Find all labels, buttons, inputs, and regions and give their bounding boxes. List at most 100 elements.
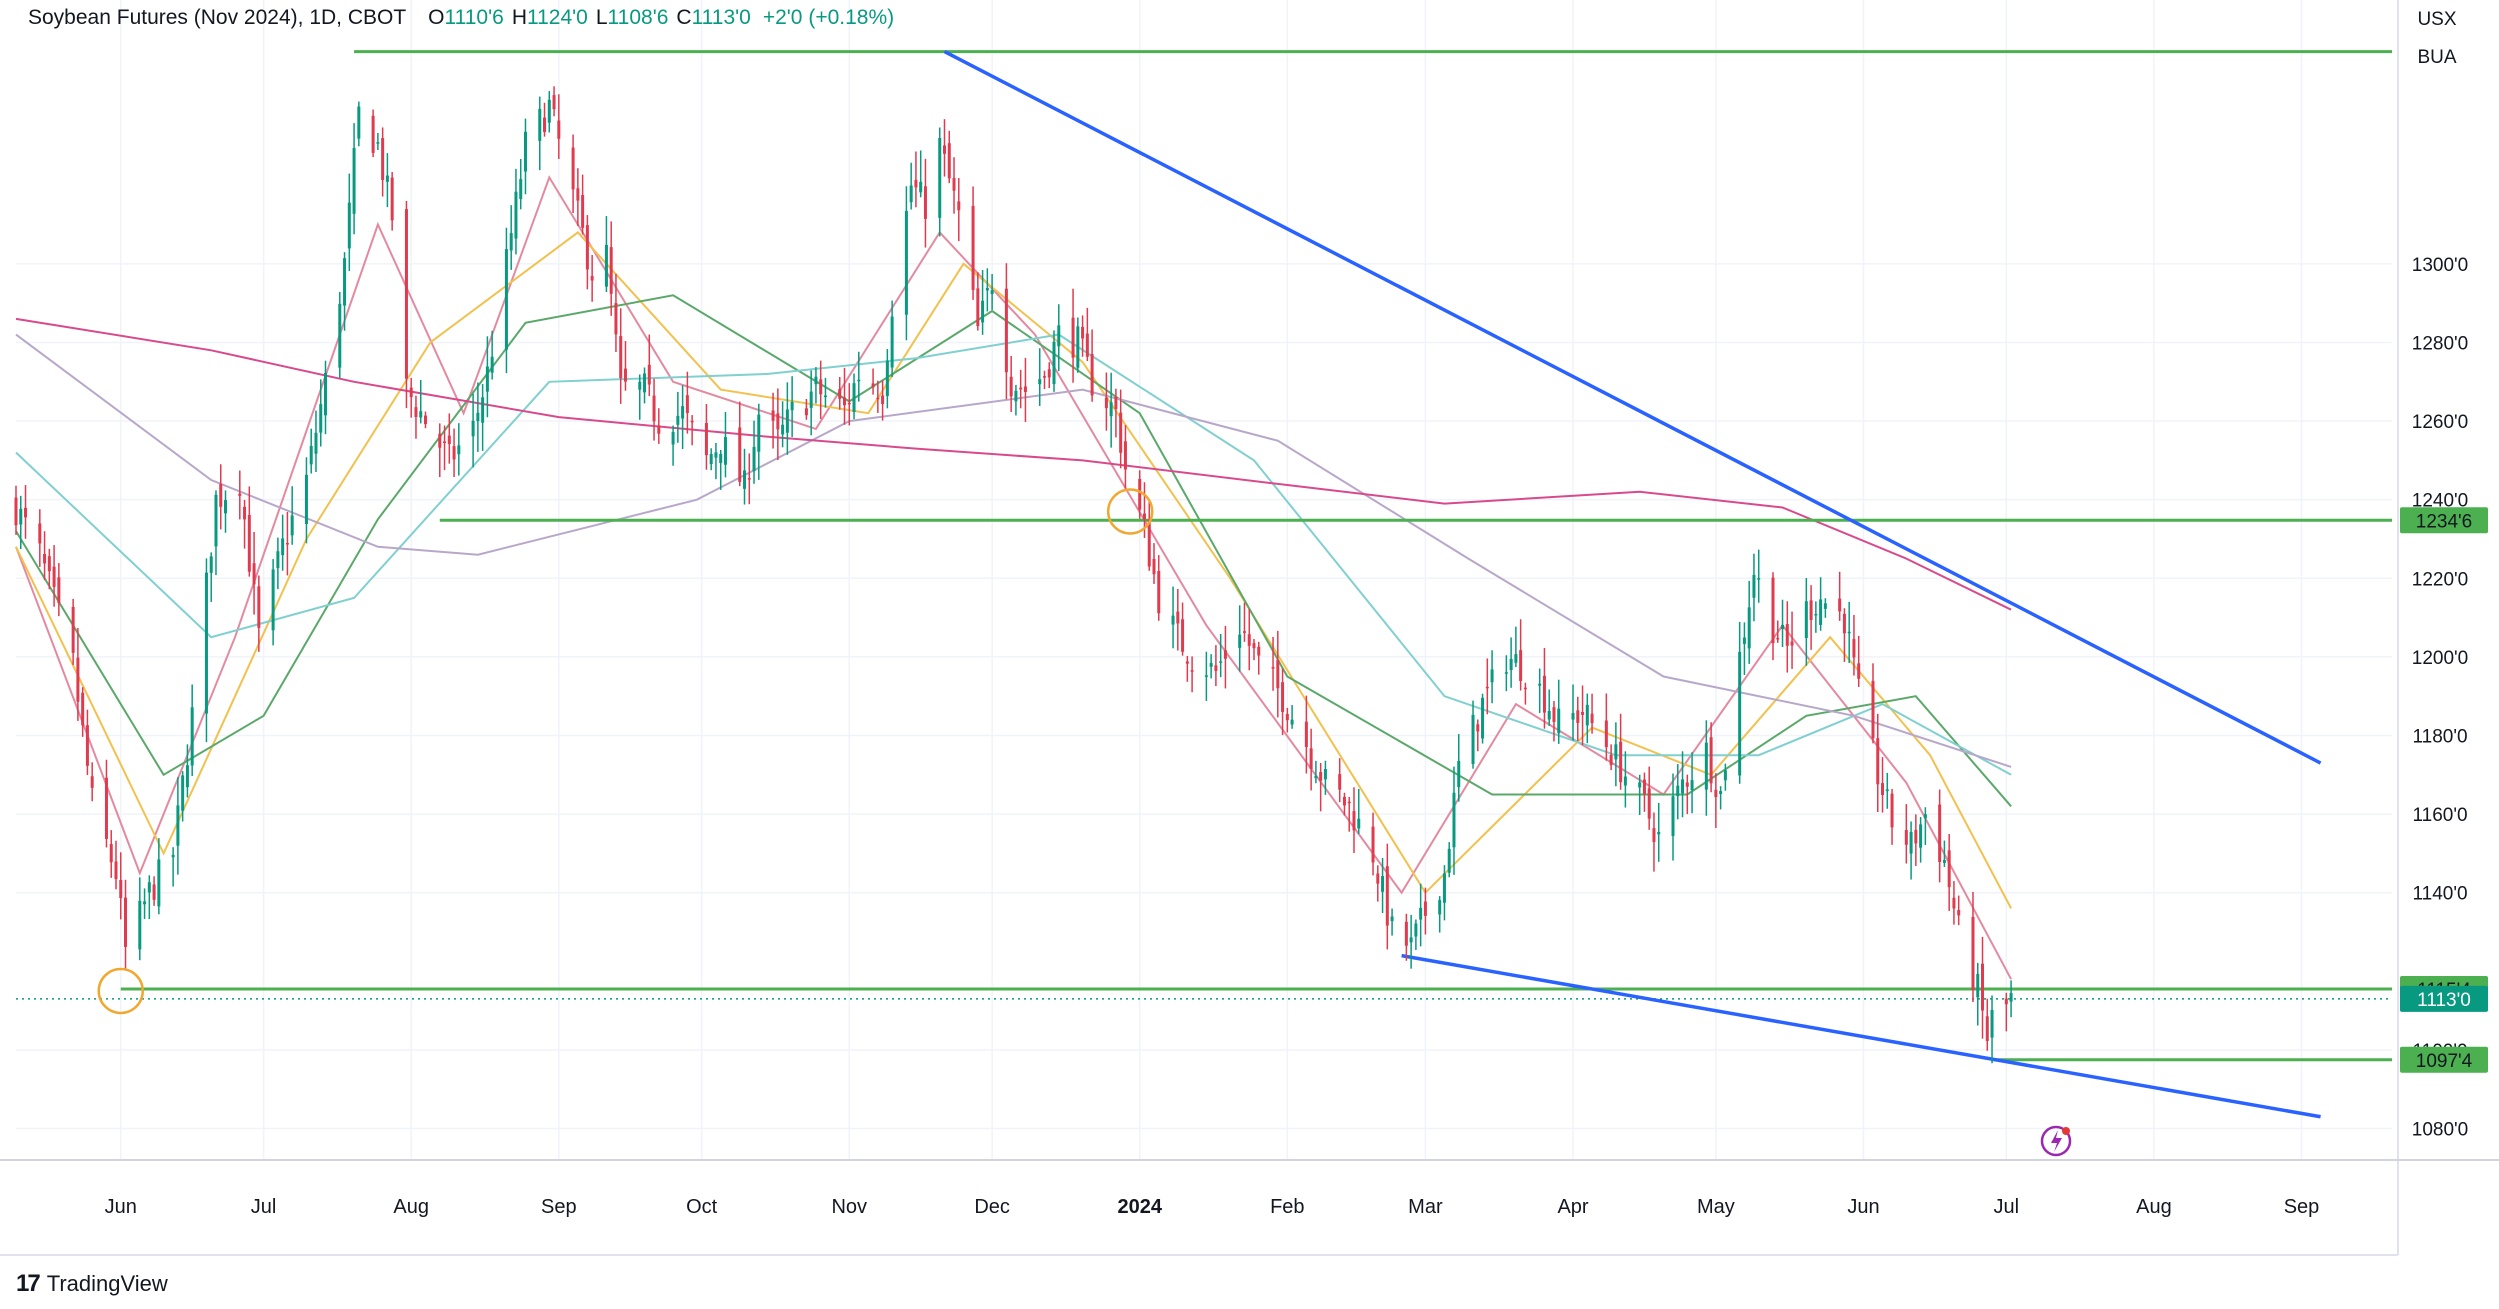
- scale-top-labels[interactable]: USX BUA: [2417, 9, 2456, 68]
- x-tick-label[interactable]: Jul: [1994, 1196, 2020, 1218]
- candle-body: [1647, 788, 1651, 819]
- candle-body: [309, 445, 313, 465]
- candle-body: [338, 303, 342, 368]
- x-tick-label[interactable]: Jun: [1847, 1196, 1879, 1218]
- candle-body: [1309, 748, 1313, 770]
- x-tick-label[interactable]: Jun: [105, 1196, 137, 1218]
- candle-body: [1581, 712, 1585, 715]
- candle-body: [185, 765, 189, 788]
- candle-body: [1771, 577, 1775, 644]
- y-tick-label[interactable]: 1160'0: [2412, 805, 2467, 826]
- candle-body: [919, 181, 923, 193]
- candle-body: [1342, 796, 1346, 806]
- candle-body: [247, 514, 251, 572]
- currency-label[interactable]: USX: [2417, 9, 2456, 30]
- x-tick-label[interactable]: Apr: [1557, 1196, 1588, 1218]
- x-tick-label[interactable]: Jul: [251, 1196, 277, 1218]
- tradingview-logo[interactable]: 17 TradingView: [16, 1270, 168, 1298]
- y-tick-label[interactable]: 1220'0: [2412, 569, 2468, 590]
- candle-body: [371, 115, 375, 153]
- candle-body: [676, 415, 680, 425]
- symbol-legend[interactable]: Soybean Futures (Nov 2024), 1D, CBOT O111…: [28, 6, 894, 30]
- x-tick-label[interactable]: Aug: [2136, 1196, 2172, 1218]
- candle-body: [490, 356, 494, 373]
- unit-label[interactable]: BUA: [2417, 47, 2456, 68]
- trendlines[interactable]: [943, 50, 2322, 1119]
- x-tick-label[interactable]: Sep: [2284, 1196, 2320, 1218]
- x-tick-label[interactable]: Dec: [974, 1196, 1010, 1218]
- candle-body: [109, 844, 113, 863]
- y-tick-label[interactable]: 1280'0: [2412, 333, 2468, 354]
- candle-body: [1485, 686, 1489, 689]
- horizontal-levels[interactable]: [16, 50, 2392, 1062]
- highlight-circle[interactable]: [1106, 488, 1154, 535]
- candle-body: [143, 901, 147, 905]
- candle-body: [1057, 325, 1061, 347]
- candle-body: [776, 413, 780, 430]
- symbol-title[interactable]: Soybean Futures (Nov 2024), 1D, CBOT: [28, 6, 407, 29]
- candle-body: [509, 233, 513, 251]
- x-tick-label[interactable]: 2024: [1117, 1196, 1162, 1218]
- y-tick-label[interactable]: 1180'0: [2412, 727, 2467, 748]
- x-tick-label[interactable]: Sep: [541, 1196, 577, 1218]
- candle-body: [1376, 873, 1380, 884]
- price-tag-box: [2400, 985, 2488, 1012]
- x-tick-label[interactable]: Nov: [831, 1196, 867, 1218]
- candle-body: [1042, 376, 1046, 378]
- candle-body: [38, 523, 42, 544]
- candle-body: [871, 383, 875, 388]
- time-scale[interactable]: Jun Jul Aug Sep Oct Nov Dec 2024 Feb Mar Apr May Jun…: [105, 1196, 2320, 1218]
- high-label: H: [511, 6, 527, 29]
- candle-body: [1842, 613, 1846, 634]
- candle-body: [414, 407, 418, 417]
- y-tick-label[interactable]: 1080'0: [2412, 1120, 2468, 1141]
- candle-body: [1019, 387, 1023, 390]
- highlight-circle[interactable]: [97, 967, 145, 1015]
- candle-body: [557, 120, 561, 139]
- candle-body: [1904, 830, 1908, 845]
- candle-body: [885, 360, 889, 397]
- y-tick-label[interactable]: 1260'0: [2412, 412, 2468, 433]
- trendline[interactable]: [1401, 953, 2321, 1119]
- candle-body: [147, 882, 151, 893]
- x-tick-label[interactable]: Oct: [686, 1196, 718, 1218]
- y-tick-label[interactable]: 1240'0: [2412, 491, 2468, 512]
- candle-body: [214, 494, 218, 547]
- candle-body: [1319, 772, 1323, 781]
- open-label: O: [428, 6, 445, 29]
- candle-body: [904, 210, 908, 315]
- alert-icon[interactable]: [2040, 1125, 2072, 1157]
- circle-markers[interactable]: [97, 488, 1154, 1015]
- candle-body: [1181, 619, 1185, 652]
- candle-body: [923, 186, 927, 219]
- x-tick-label[interactable]: May: [1697, 1196, 1735, 1218]
- candle-body: [1252, 643, 1256, 649]
- trendline[interactable]: [943, 50, 2322, 765]
- x-tick-label[interactable]: Feb: [1270, 1196, 1304, 1218]
- candle-body: [1185, 661, 1189, 664]
- candle-body: [1214, 665, 1218, 671]
- y-tick-label[interactable]: 1140'0: [2412, 884, 2467, 905]
- price-scale[interactable]: 1080'01100'01140'01160'01180'01200'01220…: [2412, 255, 2468, 1141]
- candle-body: [1776, 637, 1780, 640]
- candle-body: [138, 900, 142, 950]
- candle-body: [809, 391, 813, 408]
- candle-body: [547, 99, 551, 123]
- candle-body: [1857, 663, 1861, 679]
- moving-average-line: [15, 294, 2012, 807]
- candle-body: [685, 395, 689, 414]
- candle-body: [1781, 624, 1785, 630]
- y-tick-label[interactable]: 1300'0: [2412, 255, 2468, 276]
- candle-body: [347, 202, 351, 249]
- candle-body: [1371, 826, 1375, 863]
- y-tick-label[interactable]: 1200'0: [2412, 648, 2468, 669]
- candle-body: [609, 247, 613, 294]
- moving-average-line: [15, 333, 2012, 776]
- candle-body: [743, 470, 747, 489]
- x-tick-label[interactable]: Aug: [393, 1196, 429, 1218]
- candle-body: [1009, 376, 1013, 397]
- candle-body: [1576, 710, 1580, 723]
- x-tick-label[interactable]: Mar: [1408, 1196, 1443, 1218]
